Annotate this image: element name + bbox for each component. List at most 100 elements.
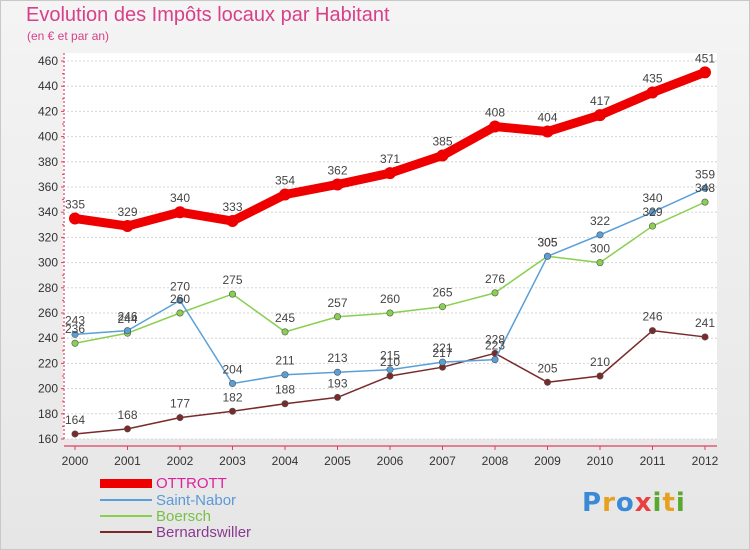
y-tick-label: 380 — [38, 155, 58, 169]
data-point — [71, 330, 79, 338]
legend-label: Boersch — [156, 507, 212, 525]
logo-letter: x — [634, 488, 653, 518]
data-label: 335 — [65, 198, 85, 212]
data-label: 329 — [117, 205, 137, 219]
data-point — [226, 215, 239, 228]
x-tick-label: 2009 — [534, 454, 561, 468]
data-label: 246 — [642, 310, 662, 324]
data-label: 362 — [327, 163, 347, 177]
data-label: 193 — [327, 376, 347, 390]
x-tick-label: 2007 — [429, 454, 456, 468]
data-point — [229, 290, 237, 298]
data-label: 205 — [537, 361, 557, 375]
data-point — [438, 358, 446, 366]
data-label: 246 — [117, 310, 137, 324]
data-label: 243 — [65, 313, 85, 327]
data-point — [384, 167, 396, 180]
x-tick-label: 2004 — [272, 454, 299, 468]
data-point — [543, 378, 551, 386]
data-point — [124, 425, 132, 433]
y-tick-label: 220 — [38, 356, 58, 370]
data-label: 257 — [327, 296, 347, 310]
data-label: 359 — [695, 167, 715, 181]
data-label: 333 — [222, 200, 242, 214]
data-label: 221 — [432, 341, 452, 355]
data-label: 245 — [275, 311, 295, 325]
data-point — [438, 303, 446, 311]
x-tick-label: 2012 — [692, 454, 719, 468]
y-tick-label: 240 — [38, 331, 58, 345]
data-label: 260 — [170, 292, 190, 306]
legend-item: Saint-Nabor — [100, 491, 237, 509]
legend-label: Saint-Nabor — [156, 491, 237, 509]
data-point — [541, 125, 554, 138]
data-point — [176, 414, 184, 422]
data-point — [69, 212, 81, 225]
logo-letter: r — [602, 488, 616, 518]
data-point — [333, 313, 341, 321]
data-point — [596, 231, 604, 239]
y-tick-label: 260 — [38, 306, 58, 320]
data-label: 300 — [590, 242, 610, 256]
data-point — [386, 372, 394, 380]
data-label: 435 — [642, 72, 662, 86]
data-label: 217 — [432, 346, 452, 360]
data-label: 210 — [380, 355, 400, 369]
data-point — [71, 430, 79, 438]
data-point — [229, 380, 237, 388]
data-point — [333, 393, 341, 401]
data-point — [436, 149, 449, 162]
data-label: 164 — [65, 413, 85, 427]
proxiti-logo: Proxiti — [582, 488, 686, 518]
data-point — [543, 252, 551, 260]
data-point — [646, 86, 659, 99]
legend-label: OTTROTT — [156, 474, 227, 492]
data-point — [491, 289, 499, 297]
data-label: 265 — [432, 286, 452, 300]
data-label: 322 — [590, 214, 610, 228]
data-label: 270 — [170, 279, 190, 293]
data-label: 204 — [222, 363, 242, 377]
logo-letter: i — [675, 488, 686, 518]
data-point — [596, 372, 604, 380]
data-point — [699, 66, 711, 79]
logo-letter: t — [662, 488, 676, 518]
y-tick-label: 340 — [38, 205, 58, 219]
data-label: 210 — [590, 355, 610, 369]
data-point — [701, 184, 709, 192]
data-label: 417 — [590, 94, 610, 108]
data-label: 241 — [695, 316, 715, 330]
data-label: 276 — [485, 272, 505, 286]
x-tick-label: 2003 — [219, 454, 246, 468]
legend-swatch — [100, 499, 152, 501]
y-tick-label: 440 — [38, 79, 58, 93]
data-label: 451 — [695, 51, 715, 65]
y-tick-label: 460 — [38, 54, 58, 68]
data-point — [281, 400, 289, 408]
data-point — [648, 222, 656, 230]
logo-letter: P — [582, 488, 603, 518]
x-tick-label: 2006 — [377, 454, 404, 468]
data-label: 188 — [275, 383, 295, 397]
y-tick-label: 280 — [38, 281, 58, 295]
legend-item: OTTROTT — [100, 474, 227, 492]
y-tick-label: 160 — [38, 432, 58, 446]
data-label: 408 — [485, 106, 505, 120]
data-point — [331, 178, 344, 191]
logo-letter: o — [615, 488, 635, 518]
data-label: 215 — [380, 349, 400, 363]
x-tick-label: 2010 — [587, 454, 614, 468]
data-label: 340 — [170, 191, 190, 205]
data-point — [176, 309, 184, 317]
data-label: 404 — [537, 111, 557, 125]
data-label: 371 — [380, 152, 400, 166]
data-label: 348 — [695, 181, 715, 195]
data-label: 168 — [117, 408, 137, 422]
data-point — [594, 109, 606, 122]
data-point — [333, 368, 341, 376]
legend-item: Bernardswiller — [100, 524, 251, 541]
data-label: 275 — [222, 273, 242, 287]
data-label: 305 — [537, 235, 557, 249]
data-label: 236 — [65, 322, 85, 336]
chart-subtitle: (en € et par an) — [27, 29, 110, 43]
